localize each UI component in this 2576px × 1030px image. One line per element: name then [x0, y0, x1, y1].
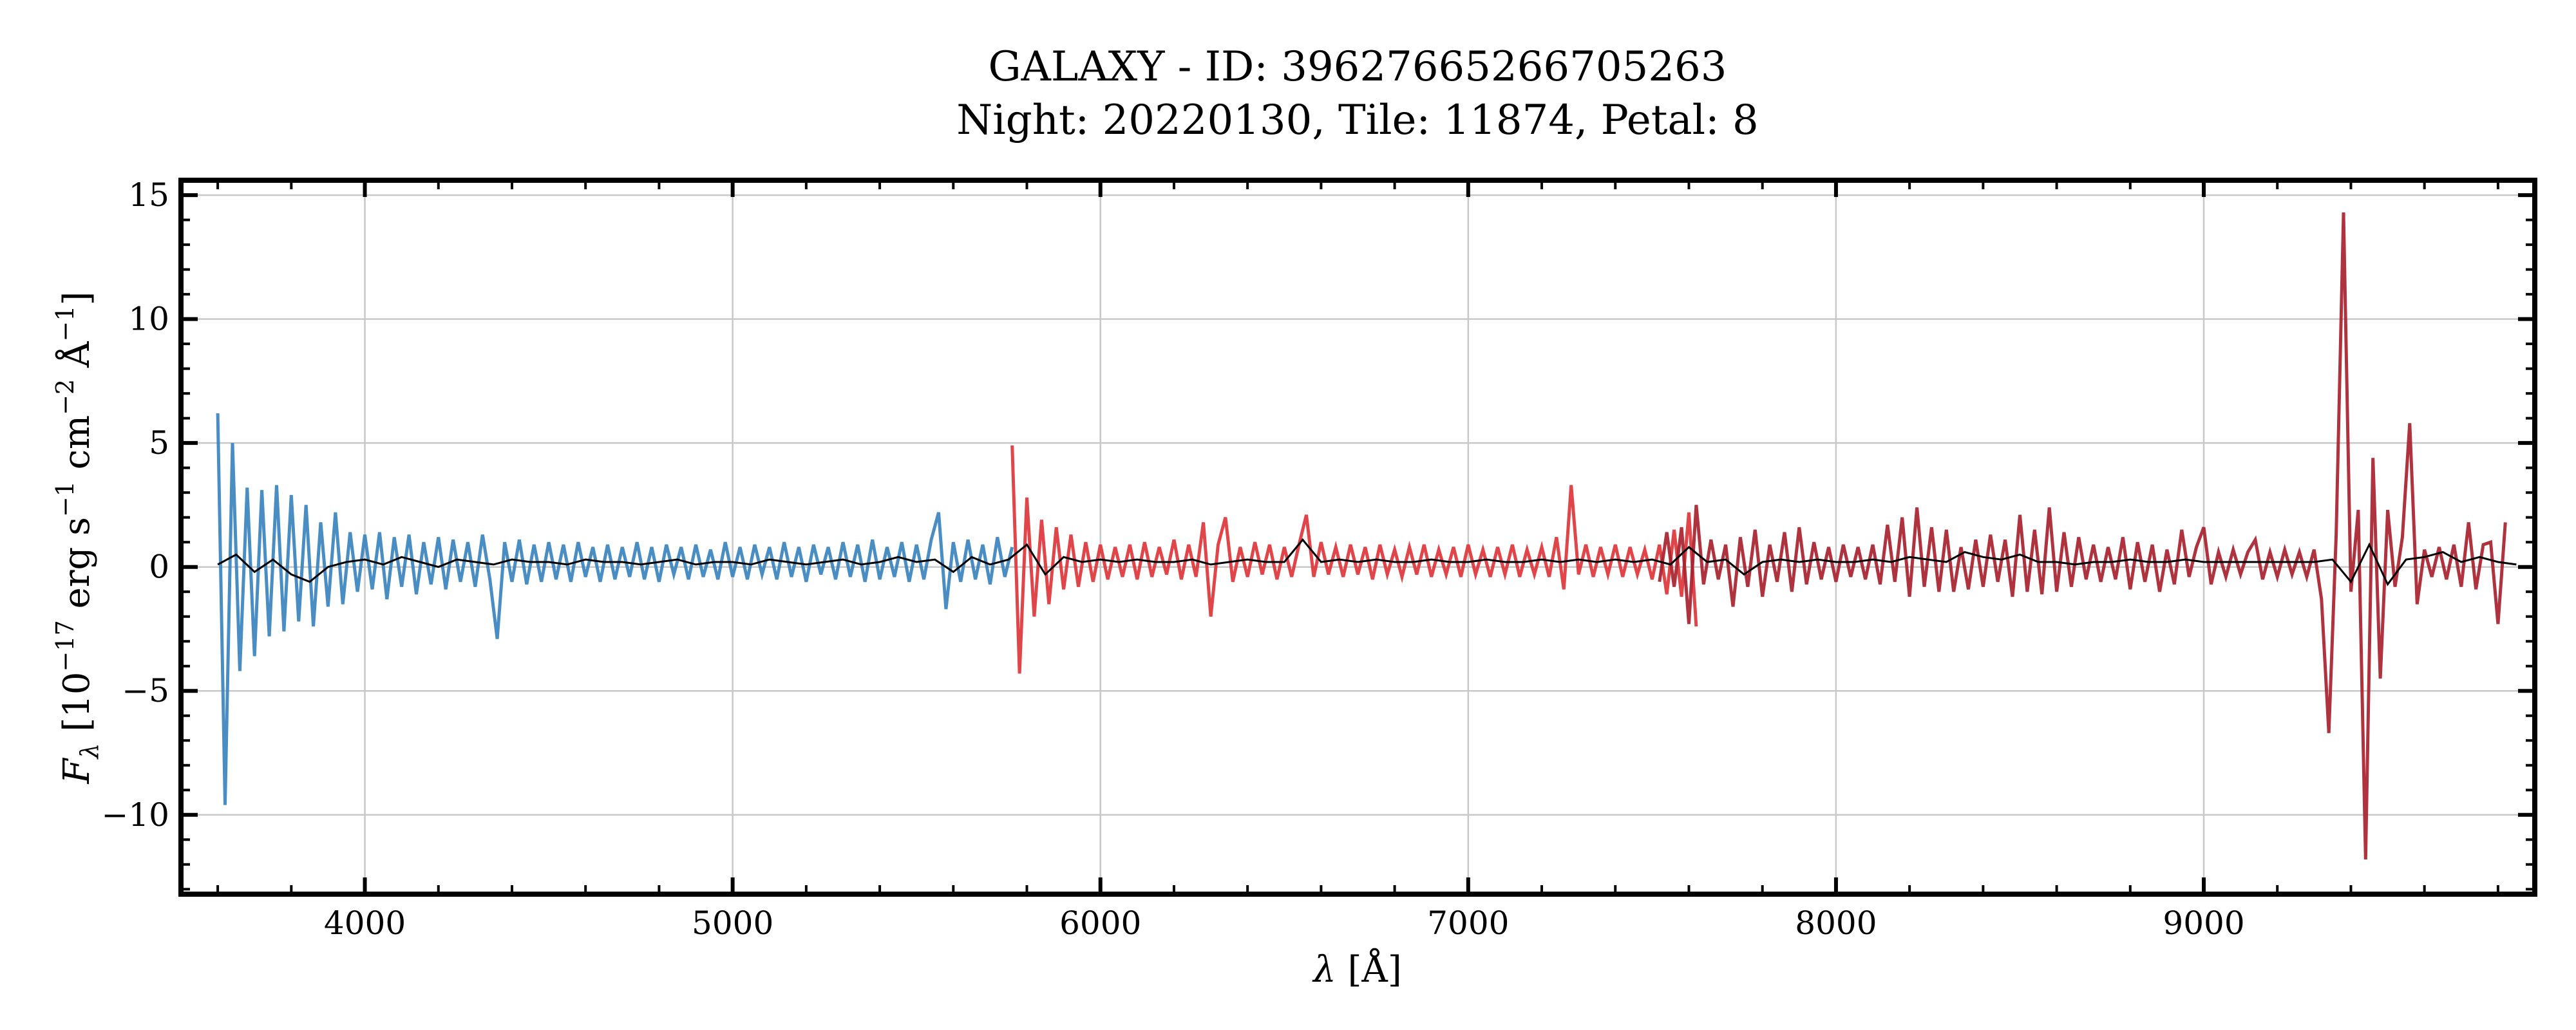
y-label-exp: −1: [51, 481, 79, 517]
y-label-exp: −1: [51, 306, 79, 342]
plot-frame: [178, 178, 2537, 897]
x-tick-label: 7000: [1427, 904, 1509, 942]
model-line: [217, 538, 2517, 586]
x-axis-label: λ [Å]: [1312, 948, 1401, 991]
y-tick-label: 15: [128, 176, 169, 214]
y-tick-label: −5: [122, 672, 169, 709]
x-tick-label: 5000: [692, 904, 773, 942]
y-axis-symbol: F: [56, 757, 98, 784]
flux-line-b-arm: [216, 413, 1014, 805]
y-label-exp: −17: [51, 620, 79, 671]
y-label-part: erg s: [56, 517, 98, 620]
y-axis-subscript: λ: [75, 743, 104, 760]
x-axis-unit: [Å]: [1336, 948, 1402, 991]
tick-labels: 4000 5000 6000 7000 8000 9000 −10 −5 0 5 10 15: [101, 176, 2244, 942]
x-tick-label: 6000: [1059, 904, 1141, 942]
y-tick-label: 5: [149, 424, 169, 462]
x-tick-label: 4000: [324, 904, 406, 942]
flux-line-r-arm: [1010, 445, 1698, 674]
series-layer: [216, 212, 2517, 860]
y-label-part: Å: [55, 341, 98, 379]
y-axis-label: Fλ [10−17 erg s−1 cm−2 Å−1]: [51, 292, 104, 785]
x-tick-label: 8000: [1795, 904, 1877, 942]
x-tick-label: 9000: [2163, 904, 2244, 942]
chart-title-line-2: Night: 20220130, Tile: 11874, Petal: 8: [956, 97, 1758, 144]
flux-line-z-arm: [1658, 212, 2507, 860]
y-label-part: [10: [56, 671, 98, 743]
y-label-part: ]: [56, 292, 98, 306]
x-axis-symbol: λ: [1312, 949, 1336, 991]
y-tick-label: −10: [101, 796, 169, 834]
y-label-exp: −2: [51, 379, 79, 415]
chart-title-line-1: GALAXY - ID: 39627665266705263: [989, 43, 1727, 91]
y-label-part: cm: [56, 415, 98, 481]
y-tick-label: 10: [128, 301, 169, 338]
y-tick-label: 0: [149, 548, 169, 586]
